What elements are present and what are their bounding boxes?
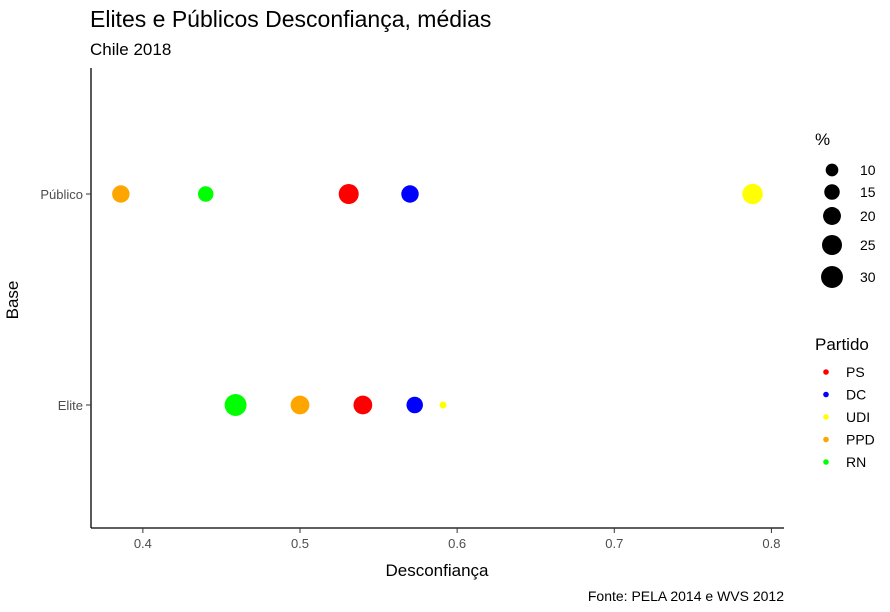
x-tick-label: 0.6 <box>448 536 466 551</box>
size-legend-label: 30 <box>860 269 876 285</box>
y-tick-label: Elite <box>58 398 83 413</box>
size-legend-label: 25 <box>860 237 876 253</box>
plot-axes: 0.4 0.5 0.6 0.7 0.8 Elite Público <box>40 68 784 551</box>
size-legend-key <box>824 184 840 200</box>
legend-label-ppd: PPD <box>846 432 875 448</box>
data-points <box>112 183 763 416</box>
size-legend-key <box>825 163 839 177</box>
size-legend-key <box>823 207 841 225</box>
point-udi-publico <box>742 183 763 205</box>
point-dc-publico <box>401 185 419 203</box>
point-rn-publico <box>197 186 214 202</box>
color-legend: Partido PS DC UDI PPD RN <box>815 335 875 470</box>
legend-key-rn <box>823 459 829 465</box>
size-legend-key <box>822 235 842 255</box>
size-legend-label: 10 <box>860 162 876 178</box>
color-legend-title: Partido <box>815 335 869 354</box>
x-tick-label: 0.5 <box>291 536 309 551</box>
size-legend-label: 15 <box>860 184 876 200</box>
legend-label-ps: PS <box>846 364 865 380</box>
point-dc-elite <box>406 396 423 414</box>
point-udi-elite <box>439 401 447 409</box>
legend-label-udi: UDI <box>846 409 870 425</box>
size-legend-label: 20 <box>860 208 876 224</box>
legend-label-dc: DC <box>846 387 866 403</box>
legend-label-rn: RN <box>846 454 866 470</box>
point-ps-publico <box>338 184 359 204</box>
point-rn-elite <box>224 394 247 416</box>
size-legend-title: % <box>815 130 830 149</box>
x-tick-label: 0.8 <box>762 536 780 551</box>
x-axis-title: Desconfiança <box>385 561 489 580</box>
legend-key-ps <box>823 369 829 375</box>
chart-subtitle: Chile 2018 <box>90 40 171 59</box>
point-ppd-publico <box>112 185 130 203</box>
point-ps-elite <box>353 395 373 415</box>
x-tick-label: 0.4 <box>134 536 152 551</box>
point-ppd-elite <box>290 395 310 415</box>
size-legend-key <box>821 266 843 288</box>
y-tick-label: Público <box>40 187 83 202</box>
chart-caption: Fonte: PELA 2014 e WVS 2012 <box>588 588 784 604</box>
chart-title: Elites e Públicos Desconfiança, médias <box>90 6 491 32</box>
legend-key-dc <box>823 391 829 398</box>
size-legend: % 10 15 20 25 30 <box>815 130 876 288</box>
legend-key-udi <box>823 414 829 420</box>
legend-key-ppd <box>823 436 829 443</box>
x-tick-label: 0.7 <box>605 536 623 551</box>
y-axis-title: Base <box>3 281 22 320</box>
